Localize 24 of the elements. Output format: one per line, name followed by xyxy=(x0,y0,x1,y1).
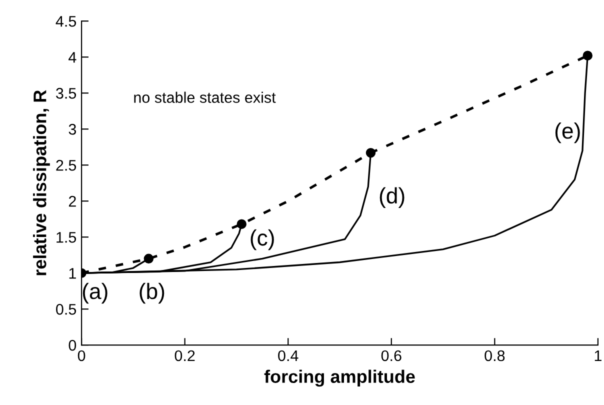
annotation: (e) xyxy=(555,122,580,144)
y-tick-label: 0.5 xyxy=(56,304,76,315)
y-tick-label: 3.5 xyxy=(56,88,76,99)
annotation: (a) xyxy=(82,282,108,304)
x-tick-label: 0.8 xyxy=(484,350,505,362)
x-tick-label: 0.6 xyxy=(381,350,402,362)
y-axis-title: relative dissipation, R xyxy=(33,90,50,276)
x-tick-label: 0.2 xyxy=(174,350,195,362)
x-tick-label: 0 xyxy=(78,350,86,362)
y-tick-label: 2.5 xyxy=(56,160,76,171)
annotation: no stable states exist xyxy=(134,92,276,103)
annotation: (d) xyxy=(380,187,404,208)
y-tick-label: 4.5 xyxy=(56,16,76,27)
y-tick-label: 4 xyxy=(68,52,76,63)
x-tick-label: 0.4 xyxy=(278,350,298,362)
y-tick-label: 1.5 xyxy=(56,232,76,243)
annotation: (b) xyxy=(140,282,164,304)
annotation: (c) xyxy=(250,229,274,250)
x-axis-title: forcing amplitude xyxy=(264,370,415,387)
y-tick-label: 2 xyxy=(68,196,76,207)
y-tick-label: 1 xyxy=(69,268,76,279)
x-tick-label: 1 xyxy=(594,350,602,361)
y-tick-label: 0 xyxy=(68,340,76,351)
y-tick-label: 3 xyxy=(68,124,76,135)
